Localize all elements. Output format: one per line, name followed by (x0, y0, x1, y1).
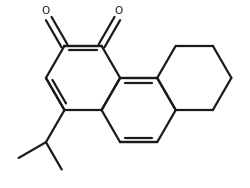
Text: O: O (115, 6, 123, 16)
Text: O: O (42, 6, 50, 16)
